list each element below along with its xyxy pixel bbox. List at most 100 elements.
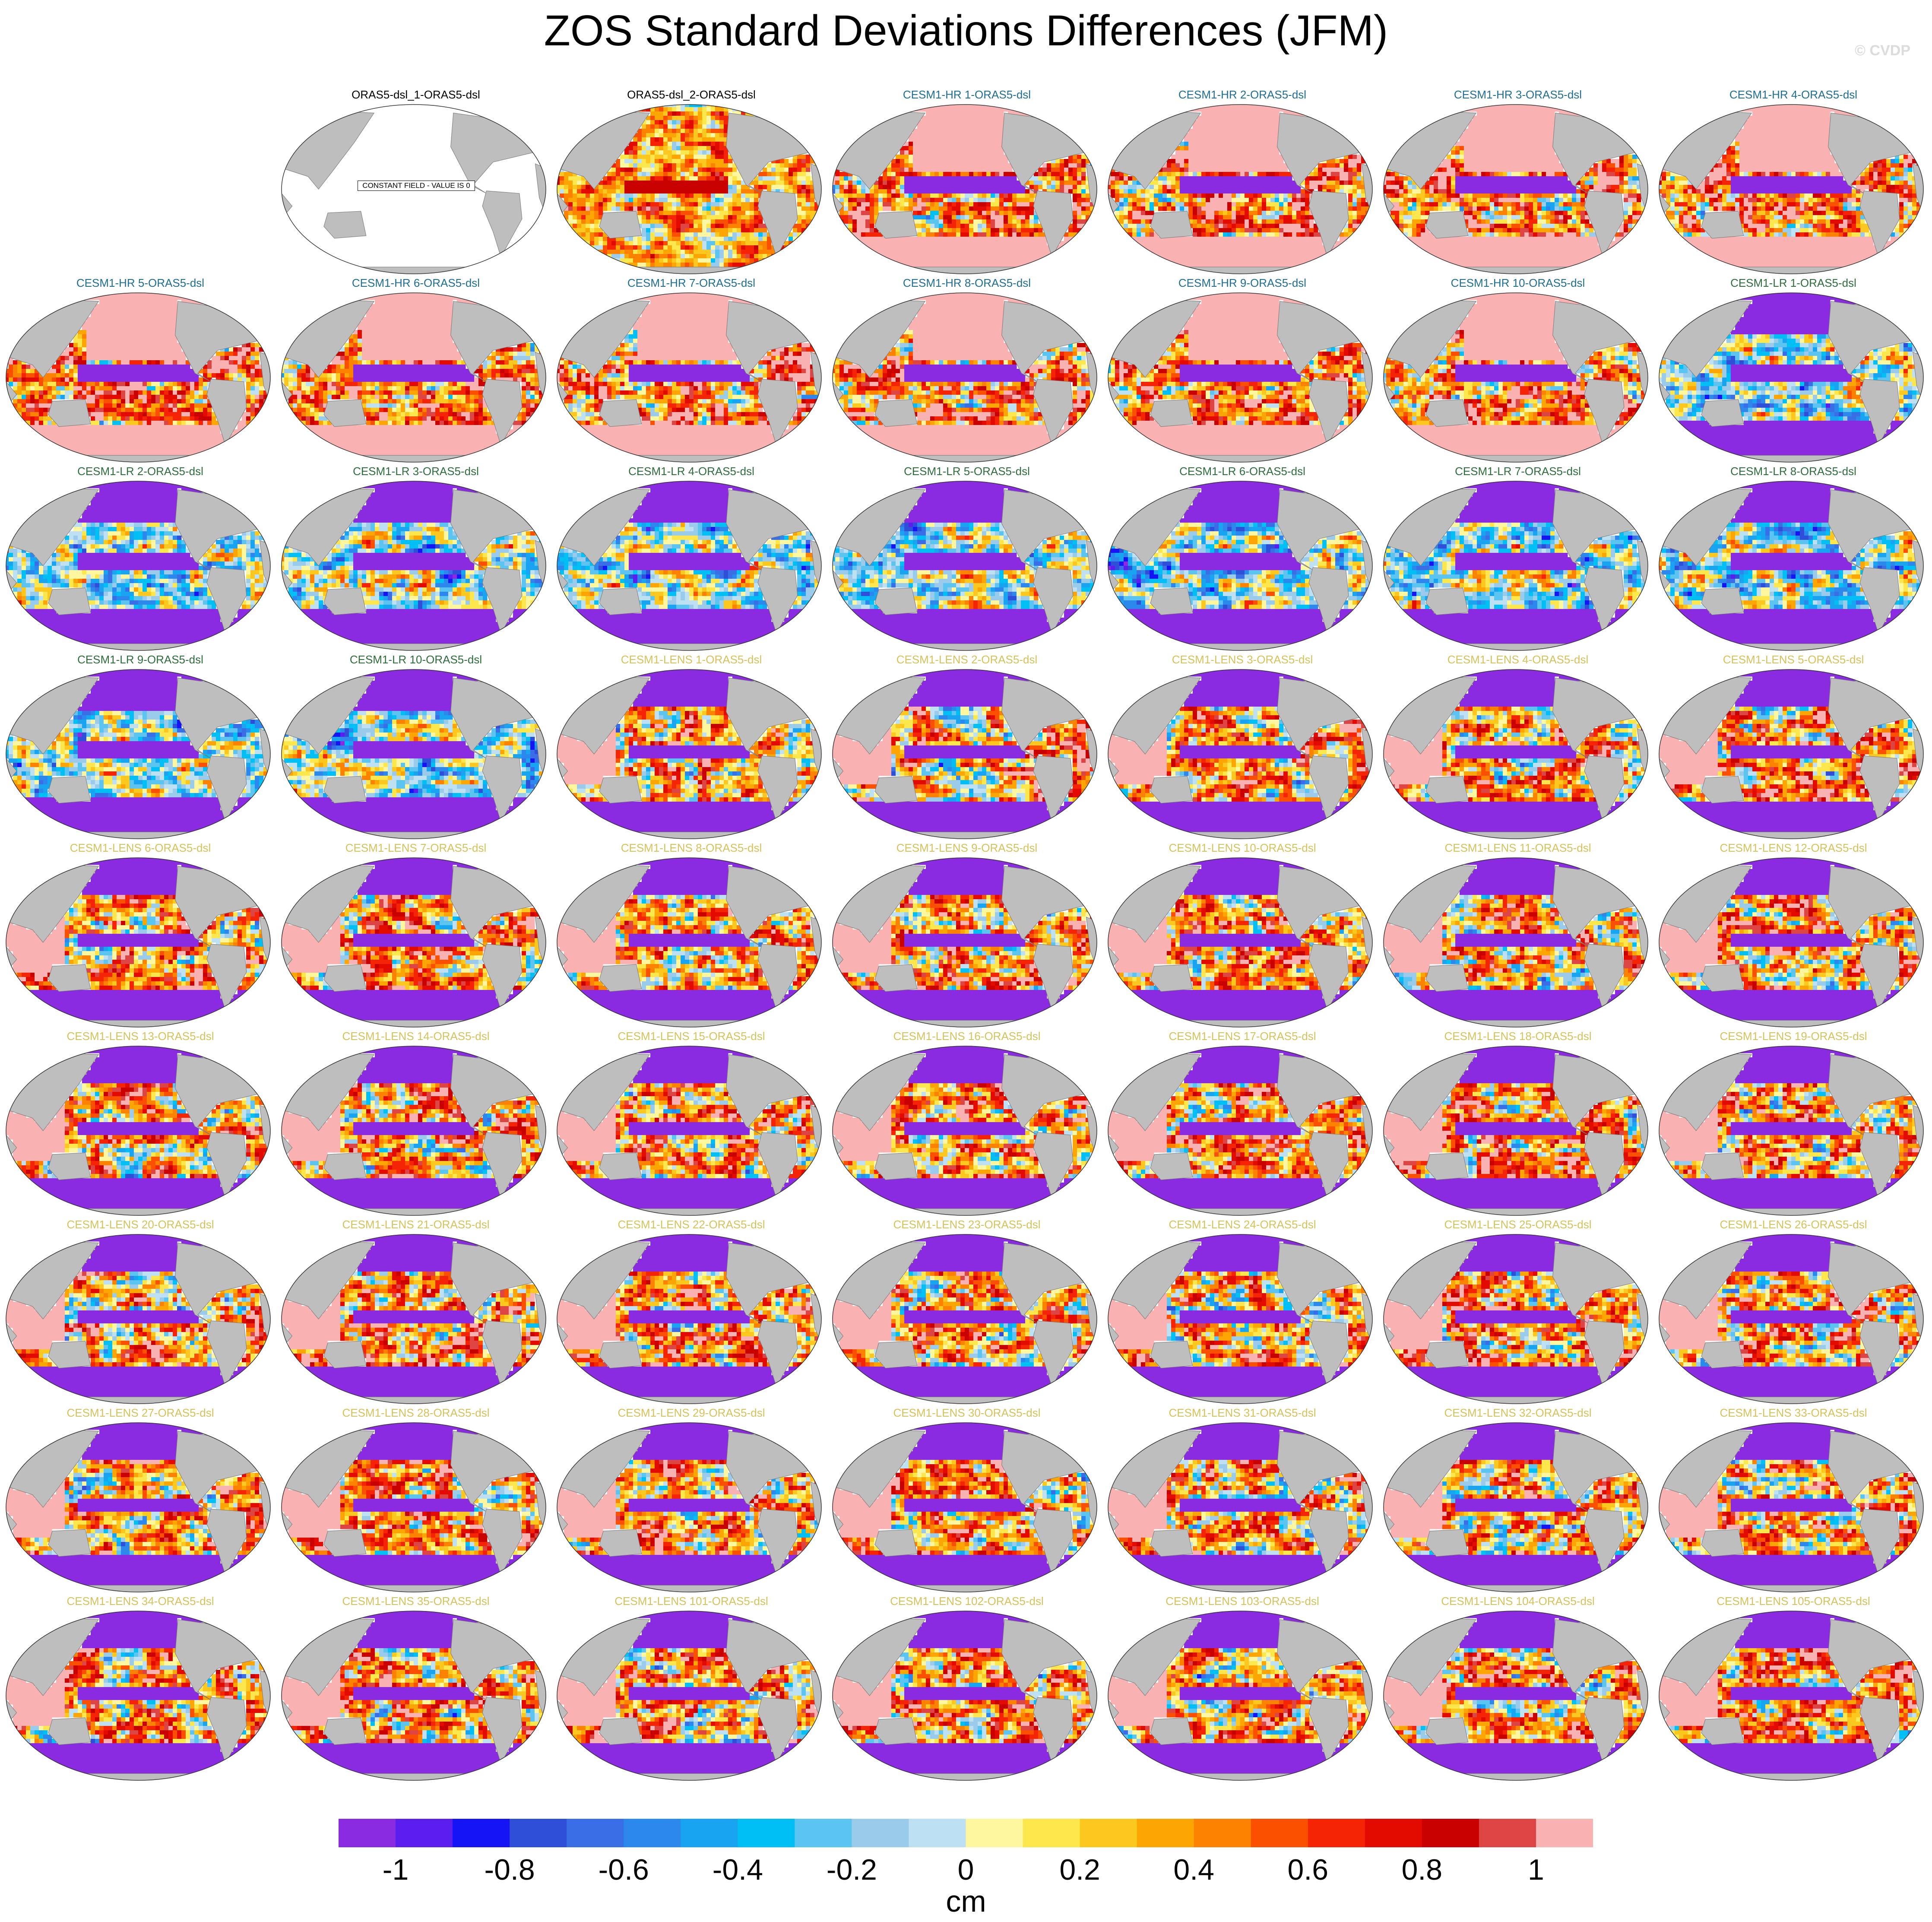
world-map (1382, 1421, 1650, 1594)
land-mass (244, 1615, 268, 1630)
land-mass (1897, 485, 1921, 500)
land-mass (1115, 832, 1365, 839)
land-mass (795, 1239, 819, 1253)
world-map (280, 1233, 548, 1405)
map-panel: CESM1-LR 9-ORAS5-dsl (4, 653, 276, 843)
map-panel: CESM1-LENS 8-ORAS5-dsl (555, 841, 827, 1031)
world-map (280, 856, 548, 1029)
land-mass (1346, 1239, 1370, 1253)
world-map (555, 1609, 823, 1782)
map-panel: CESM1-HR 5-ORAS5-dsl (4, 276, 276, 466)
panel-label: CESM1-LENS 31-ORAS5-dsl (1106, 1406, 1378, 1420)
world-map (555, 1044, 823, 1217)
colorbar-tick-label: 0 (958, 1853, 974, 1887)
world-map (831, 479, 1099, 652)
map-panel: CESM1-LENS 30-ORAS5-dsl (831, 1406, 1103, 1596)
land-mass (1390, 455, 1641, 462)
world-map (555, 856, 823, 1029)
land-mass (1390, 1585, 1641, 1592)
ocean-field (280, 1421, 548, 1594)
map-panel: CESM1-LENS 16-ORAS5-dsl (831, 1030, 1103, 1220)
map-panel: CESM1-LENS 27-ORAS5-dsl (4, 1406, 276, 1596)
panel-label: ORAS5-dsl_1-ORAS5-dsl (280, 88, 552, 101)
land-mass (1071, 297, 1094, 311)
panel-label: CESM1-LENS 12-ORAS5-dsl (1657, 841, 1929, 855)
land-mass (288, 1020, 539, 1027)
land-mass (288, 1773, 539, 1780)
colorbar-swatch (681, 1819, 738, 1847)
ocean-field (1382, 1421, 1650, 1594)
land-mass (795, 485, 819, 500)
ocean-field (280, 291, 548, 464)
colorbar (339, 1819, 1593, 1847)
land-mass (288, 832, 539, 839)
world-map (1106, 291, 1374, 464)
map-panel: CESM1-LR 7-ORAS5-dsl (1382, 465, 1654, 655)
land-mass (13, 1208, 263, 1215)
land-mass (839, 455, 1090, 462)
panel-label: CESM1-LENS 21-ORAS5-dsl (280, 1218, 552, 1231)
world-map (555, 291, 823, 464)
land-mass (244, 1427, 268, 1441)
ocean-field (831, 1609, 1099, 1782)
land-mass (1346, 674, 1370, 688)
panel-label: CESM1-HR 6-ORAS5-dsl (280, 276, 552, 290)
world-map (4, 668, 272, 840)
map-panel: CESM1-LR 4-ORAS5-dsl (555, 465, 827, 655)
land-mass (1666, 644, 1916, 650)
world-map (1106, 668, 1374, 840)
colorbar-swatch (339, 1819, 396, 1847)
world-map (831, 291, 1099, 464)
world-map (831, 1044, 1099, 1217)
map-panel: CESM1-LENS 1-ORAS5-dsl (555, 653, 827, 843)
land-mass (564, 644, 814, 650)
world-map (831, 856, 1099, 1029)
world-map (1657, 668, 1925, 840)
world-map (831, 668, 1099, 840)
panel-label: CESM1-LR 8-ORAS5-dsl (1657, 465, 1929, 478)
panel-label: CESM1-LENS 13-ORAS5-dsl (4, 1030, 276, 1043)
panel-label: CESM1-HR 5-ORAS5-dsl (4, 276, 276, 290)
world-map (280, 668, 548, 840)
land-mass (1346, 1427, 1370, 1441)
land-mass (244, 485, 268, 500)
colorbar-tick-label: -0.6 (599, 1853, 649, 1887)
panel-label: CESM1-LENS 1-ORAS5-dsl (555, 653, 827, 666)
map-panel: CESM1-LENS 6-ORAS5-dsl (4, 841, 276, 1031)
panel-label: CESM1-LENS 8-ORAS5-dsl (555, 841, 827, 855)
map-panel: CESM1-LR 6-ORAS5-dsl (1106, 465, 1378, 655)
panel-label: CESM1-LENS 24-ORAS5-dsl (1106, 1218, 1378, 1231)
land-mass (1897, 297, 1921, 311)
world-map (1382, 1044, 1650, 1217)
world-map (831, 1233, 1099, 1405)
ocean-field (831, 1421, 1099, 1594)
world-map (4, 856, 272, 1029)
land-mass (564, 455, 814, 462)
land-mass (1115, 644, 1365, 650)
colorbar-swatch (795, 1819, 852, 1847)
world-map (831, 1421, 1099, 1594)
land-mass (13, 644, 263, 650)
world-map (555, 479, 823, 652)
land-mass (795, 109, 819, 123)
map-panel: ORAS5-dsl_1-ORAS5-dsl CONSTANT FIELD - VA… (280, 88, 552, 278)
land-mass (1622, 1239, 1645, 1253)
ocean-field (1657, 1233, 1925, 1405)
land-mass (839, 1773, 1090, 1780)
panel-label: CESM1-LR 4-ORAS5-dsl (555, 465, 827, 478)
colorbar-tick-label: 0.6 (1288, 1853, 1329, 1887)
ocean-field (555, 668, 823, 840)
land-mass (519, 109, 543, 123)
land-mass (13, 1020, 263, 1027)
colorbar-swatch (567, 1819, 624, 1847)
panel-label: CESM1-LENS 14-ORAS5-dsl (280, 1030, 552, 1043)
panel-label: CESM1-LENS 102-ORAS5-dsl (831, 1595, 1103, 1608)
land-mass (1622, 485, 1645, 500)
map-panel: CESM1-LENS 26-ORAS5-dsl (1657, 1218, 1929, 1408)
land-mass (1071, 1427, 1094, 1441)
world-map (1106, 103, 1374, 276)
map-panel: CESM1-LR 8-ORAS5-dsl (1657, 465, 1929, 655)
land-mass (839, 1585, 1090, 1592)
ocean-field (555, 103, 823, 276)
map-panel: CESM1-LENS 105-ORAS5-dsl (1657, 1595, 1929, 1785)
